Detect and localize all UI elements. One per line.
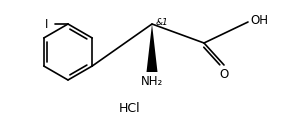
Polygon shape [146, 24, 158, 72]
Text: OH: OH [250, 14, 268, 28]
Text: O: O [219, 68, 229, 81]
Text: I: I [45, 18, 48, 30]
Text: &1: &1 [156, 18, 169, 27]
Text: NH₂: NH₂ [141, 75, 163, 88]
Text: HCl: HCl [119, 101, 141, 115]
